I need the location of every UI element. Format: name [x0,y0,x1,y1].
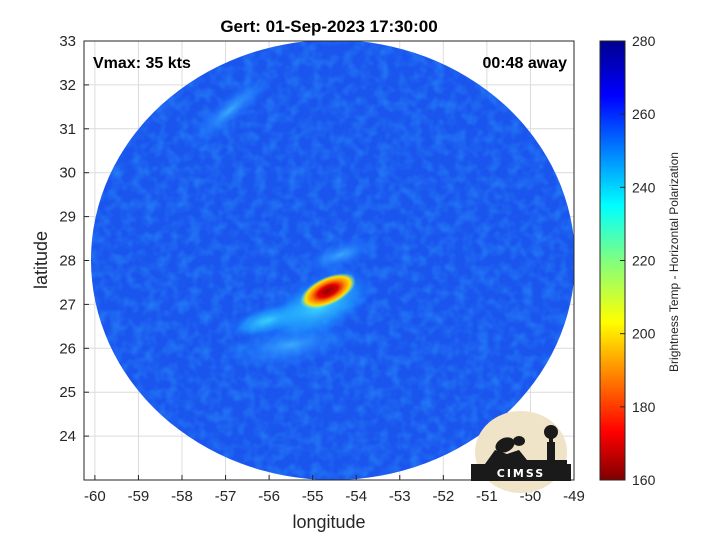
x-tick-label: -58 [171,488,193,505]
colorbar-tick-label: 220 [632,253,656,269]
colorbar-ticks: 160 180 200 220 240 260 280 [620,33,656,488]
colorbar-tick-label: 280 [632,33,656,49]
x-tick-label: -60 [84,488,106,505]
storm-core [300,273,356,309]
chart-title: Gert: 01-Sep-2023 17:30:00 [220,17,437,36]
x-tick-label: -53 [389,488,411,505]
colorbar-tick-label: 200 [632,326,656,342]
y-tick-label: 29 [59,209,76,226]
x-axis-label: longitude [292,512,365,532]
time-away-annotation: 00:48 away [482,55,567,72]
colorbar-label: Brightness Temp - Horizontal Polarizatio… [667,152,681,372]
band-northwest-streak [183,69,277,151]
x-tick-label: -52 [432,488,454,505]
y-tick-label: 26 [59,340,76,357]
x-tick-label: -54 [345,488,367,505]
y-tick-label: 32 [59,77,76,94]
colorbar-tick-label: 260 [632,106,656,122]
x-tick-label: -49 [563,488,585,505]
y-tick-label: 33 [59,33,76,50]
y-tick-label: 28 [59,253,76,270]
y-tick-label: 31 [59,121,76,138]
x-axis-ticks: -60 -59 -58 -57 -56 -55 -54 -53 -52 -51 -50 -49 [84,475,585,505]
y-tick-label: 25 [59,384,76,401]
colorbar-tick-label: 240 [632,179,656,195]
band-north-arc [302,236,378,274]
brightness-temp-swath [91,41,574,480]
y-tick-label: 30 [59,165,76,182]
x-tick-label: -55 [302,488,324,505]
y-axis-ticks: 24 25 26 27 28 29 30 31 32 33 [59,33,89,445]
y-tick-label: 24 [59,428,76,445]
vmax-annotation: Vmax: 35 kts [93,55,191,72]
x-tick-label: -57 [215,488,237,505]
y-tick-label: 27 [59,296,76,313]
x-tick-label: -56 [258,488,280,505]
cimss-logo: CIMSS [471,411,571,493]
colorbar-tick-label: 180 [632,399,656,415]
y-axis-label: latitude [31,231,51,289]
logo-text: CIMSS [497,467,545,480]
x-tick-label: -59 [128,488,150,505]
x-tick-label: -51 [476,488,498,505]
colorbar-tick-label: 160 [632,472,656,488]
